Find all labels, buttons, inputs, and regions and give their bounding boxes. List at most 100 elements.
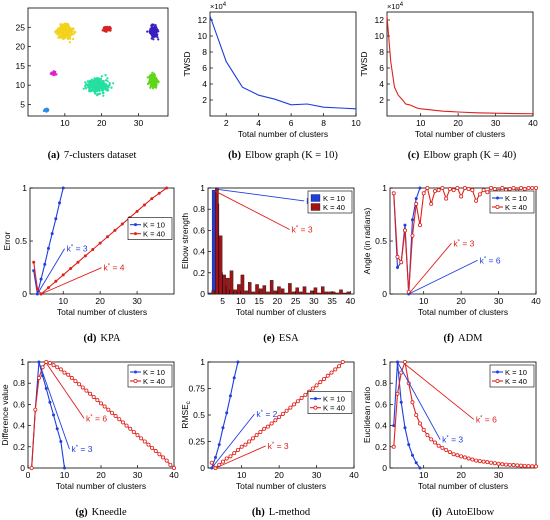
series-marker (421, 427, 426, 432)
series-marker (489, 460, 494, 465)
series-marker (232, 451, 237, 456)
y-tick-label: 2 (202, 95, 207, 105)
caption-letter: (e) (263, 333, 275, 344)
data-point (83, 85, 87, 88)
series-marker (153, 449, 158, 454)
series-marker (462, 185, 467, 190)
y-axis-label-subscript: c (186, 401, 192, 404)
bar (247, 282, 252, 295)
annotation-value: = 3 (274, 441, 289, 451)
x-tick-label: 30 (494, 296, 504, 306)
series-marker (157, 191, 161, 195)
data-point (65, 23, 68, 26)
series-marker (99, 401, 104, 406)
series-marker (436, 443, 441, 448)
data-point (94, 87, 98, 90)
series-marker (77, 382, 82, 387)
data-point (153, 85, 156, 89)
series-marker (109, 410, 114, 415)
data-point (93, 77, 96, 80)
series-marker (83, 254, 87, 258)
data-point (149, 82, 152, 85)
data-point (59, 34, 62, 37)
series-marker (455, 185, 460, 190)
series-marker (474, 198, 479, 203)
data-point (102, 94, 105, 97)
caption-h: (h) L-method (252, 507, 311, 518)
series-marker (58, 201, 62, 205)
legend-label: K = 40 (505, 203, 527, 212)
annotation-arrow (404, 363, 475, 420)
y-tick-label: 0.4 (375, 421, 387, 431)
annotation-value: = 6 (486, 255, 501, 265)
series-marker (515, 463, 520, 468)
data-point (68, 41, 71, 44)
series-marker (318, 380, 323, 385)
series-marker (403, 223, 407, 227)
bar (211, 189, 216, 295)
series-marker (395, 266, 399, 269)
bar (240, 274, 245, 295)
caption-g: (g) Kneedle (75, 507, 127, 518)
legend-label: K = 10 (505, 368, 527, 377)
data-point (70, 32, 73, 35)
data-point (103, 83, 106, 86)
data-point (72, 37, 75, 41)
y-axis-label: RMSEc (180, 401, 192, 429)
x-tick-label: 10 (237, 470, 247, 480)
data-point (100, 75, 103, 78)
series-marker (258, 429, 263, 434)
series-marker (262, 426, 267, 431)
x-axis-label: Total number of clusters (418, 307, 508, 317)
annotation-star: * (296, 226, 299, 232)
series-line (209, 15, 357, 110)
cluster-1 (101, 25, 112, 33)
legend: K = 10K = 40 (307, 391, 353, 414)
y-tick-label: 2 (379, 95, 384, 105)
series-marker (113, 414, 118, 419)
bar (229, 270, 234, 295)
bar (262, 285, 267, 295)
bar (222, 274, 226, 295)
data-point (92, 82, 95, 85)
x-tick-label: 20 (453, 118, 463, 128)
series-marker (247, 439, 252, 444)
data-point (65, 35, 68, 38)
data-point (105, 28, 108, 31)
data-point (69, 30, 72, 33)
annotation-star: * (261, 410, 264, 416)
x-tick-label: 2 (224, 118, 229, 128)
series-marker (225, 411, 229, 415)
bar (328, 291, 332, 295)
bar (273, 290, 278, 295)
series-marker (299, 396, 304, 401)
bar (317, 292, 321, 295)
x-axis-label: Total number of clusters (415, 129, 505, 139)
data-point (102, 79, 105, 83)
data-point (93, 88, 96, 91)
bar (288, 283, 292, 295)
series-marker (150, 445, 155, 450)
panel-a: 10 20 30 5 10 15 20 25 (16, 7, 169, 128)
plot-frame (386, 11, 534, 117)
x-tick-label: 40 (531, 296, 541, 306)
bar (215, 187, 219, 295)
series-marker (459, 454, 464, 459)
series-marker (507, 462, 512, 467)
series-marker (277, 415, 282, 420)
y-tick-label: 0 (20, 463, 25, 473)
series-marker (269, 421, 274, 426)
series-marker (425, 433, 430, 438)
cluster-2 (146, 23, 160, 41)
series-marker (414, 197, 418, 201)
bar (233, 289, 237, 295)
series-marker (55, 427, 59, 431)
series-marker (414, 461, 418, 465)
series-marker (292, 402, 297, 407)
series-marker (511, 463, 516, 468)
axis-multiplier-base: ×10 (210, 2, 223, 11)
data-point (100, 89, 103, 92)
legend-marker (134, 232, 137, 236)
data-point (104, 79, 108, 82)
